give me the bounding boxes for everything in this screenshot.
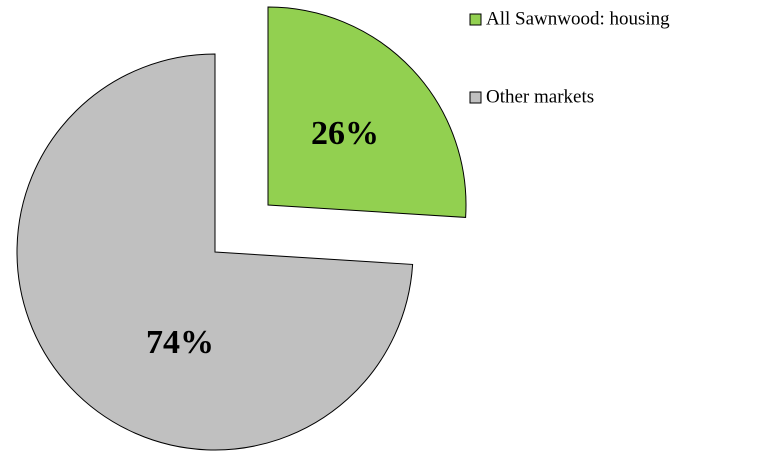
pie-slice bbox=[16, 53, 414, 451]
legend-label: All Sawnwood: housing bbox=[486, 8, 670, 29]
legend-swatch bbox=[469, 13, 482, 26]
data-label: 74% bbox=[146, 324, 214, 361]
legend-swatch bbox=[469, 91, 482, 104]
pie-slice bbox=[267, 6, 467, 218]
legend-label: Other markets bbox=[486, 86, 594, 107]
data-label: 26% bbox=[311, 115, 379, 152]
